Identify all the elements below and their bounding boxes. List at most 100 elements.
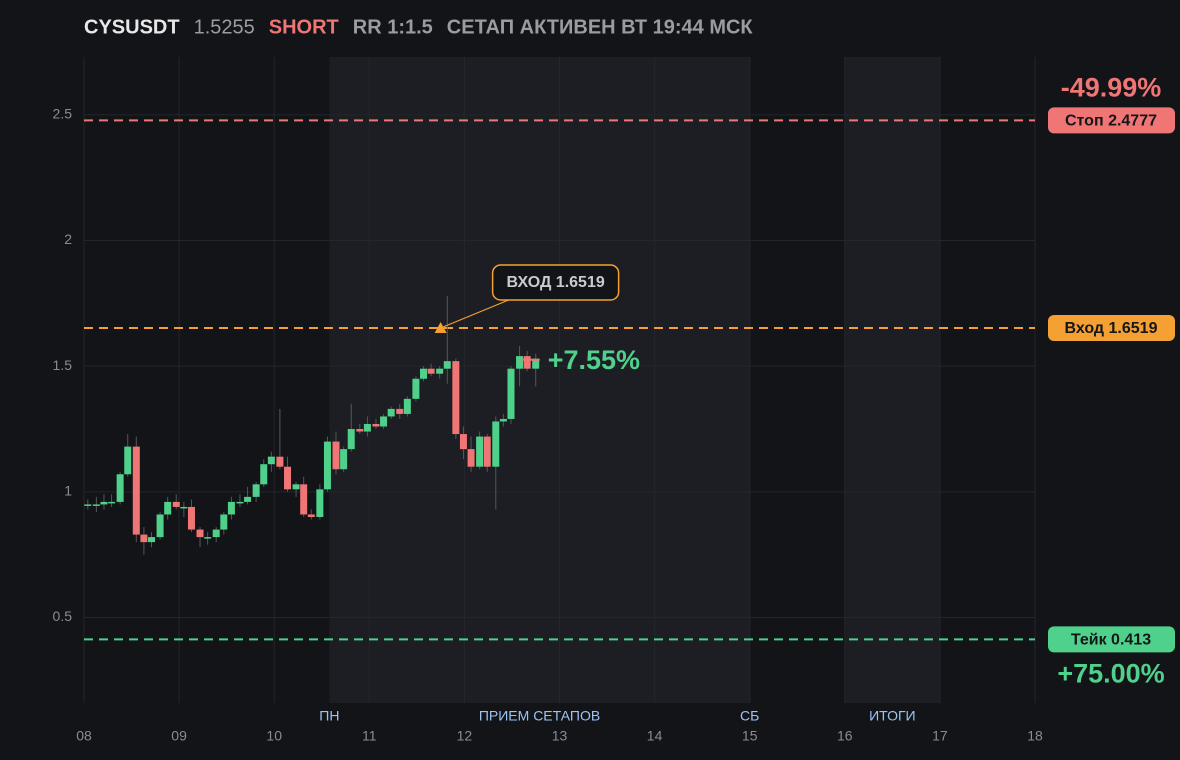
candle-body — [532, 358, 540, 369]
y-tick-label: 2 — [64, 231, 72, 247]
candle-body — [347, 429, 355, 450]
x-tick-label: 12 — [457, 728, 473, 744]
candle-body — [84, 504, 92, 506]
candle-body — [252, 484, 260, 497]
level-pill — [1048, 314, 1175, 341]
y-tick-label: 0.5 — [53, 608, 73, 624]
candle-body — [443, 361, 451, 369]
candle-body — [427, 368, 435, 374]
x-tick-label: 14 — [647, 728, 663, 744]
x-tick-label: 18 — [1027, 728, 1043, 744]
session-band — [329, 57, 750, 703]
candle-body — [187, 506, 195, 530]
marks-layer — [84, 119, 1035, 641]
candle-body — [483, 436, 491, 467]
session-label: ИТОГИ — [869, 708, 916, 724]
x-tick-label: 17 — [932, 728, 948, 744]
candle-body — [300, 484, 308, 515]
candle-body — [372, 423, 380, 427]
candle-body — [363, 423, 371, 432]
candle-body — [276, 456, 284, 467]
session-label: ПРИЕМ СЕТАПОВ — [479, 708, 600, 724]
candle-body — [507, 368, 515, 419]
y-tick-label: 1 — [64, 483, 72, 499]
x-tick-label: 11 — [362, 728, 377, 744]
candle-body — [116, 474, 124, 502]
candle-body — [180, 506, 188, 509]
candle-body — [140, 534, 148, 543]
candle-body — [523, 356, 531, 369]
x-tick-label: 13 — [552, 728, 568, 744]
candle-body — [316, 489, 324, 517]
candle-body — [100, 501, 108, 505]
setup-status: СЕТАП АКТИВЕН ВТ 19:44 МСК — [447, 16, 754, 38]
candle-body — [196, 529, 204, 538]
candle-body — [396, 408, 404, 414]
y-tick-label: 1.5 — [53, 357, 73, 373]
sessions-layer — [329, 57, 940, 703]
price: 1.5255 — [194, 16, 255, 38]
entry-callout-leader — [440, 299, 509, 329]
candle-body — [436, 368, 444, 374]
candle-body — [499, 418, 507, 422]
candle-body — [172, 501, 180, 507]
x-tick-label: 08 — [76, 728, 92, 744]
candle-body — [467, 449, 475, 467]
level-label: Стоп 2.4777 — [1065, 113, 1157, 130]
candle-body — [292, 484, 300, 490]
level-change: +75.00% — [1057, 659, 1164, 689]
candle-body — [412, 378, 420, 399]
candle-body — [403, 398, 411, 414]
candle-body — [284, 466, 292, 490]
candle-body — [516, 356, 524, 369]
candle-body — [244, 496, 252, 502]
level-pill — [1048, 626, 1175, 653]
candle-body — [260, 464, 268, 485]
candle-body — [340, 449, 348, 470]
candle-body — [323, 441, 331, 490]
candle-body — [452, 361, 460, 435]
candle-body — [164, 501, 172, 515]
candle-body — [92, 504, 100, 506]
entry-callout-box — [491, 264, 620, 301]
candle-body — [476, 436, 484, 467]
candle-body — [108, 501, 116, 504]
candle-body — [220, 514, 228, 530]
y-tick-label: 2.5 — [53, 106, 73, 122]
candle-body — [148, 537, 156, 543]
candle-body — [267, 456, 275, 465]
candle-body — [492, 421, 500, 467]
x-tick-label: 16 — [837, 728, 853, 744]
day-marker-label: СБ — [740, 708, 759, 724]
candle-body — [459, 434, 467, 450]
candle-body — [236, 501, 244, 504]
x-tick-label: 10 — [266, 728, 282, 744]
current-change: +7.55% — [548, 345, 640, 375]
candle-body — [204, 537, 212, 539]
x-tick-label: 09 — [171, 728, 187, 744]
candle-body — [356, 429, 364, 432]
level-change: -49.99% — [1061, 73, 1162, 103]
side: SHORT — [269, 16, 339, 38]
level-label: Вход 1.6519 — [1065, 320, 1158, 337]
candle-body — [124, 446, 132, 475]
candle-body — [156, 514, 164, 538]
level-pill — [1048, 107, 1175, 134]
risk-reward: RR 1:1.5 — [353, 16, 433, 38]
candle-body — [307, 514, 315, 517]
candle-body — [332, 441, 340, 470]
x-tick-label: 15 — [742, 728, 758, 744]
day-marker-label: ПН — [319, 708, 339, 724]
candle-body — [132, 446, 140, 535]
candle-body — [227, 501, 235, 515]
candle-body — [387, 408, 395, 417]
candle-body — [420, 368, 428, 379]
symbol: CYSUSDT — [84, 16, 180, 38]
candle-body — [380, 416, 388, 427]
candle-body — [212, 529, 220, 538]
level-label: Тейк 0.413 — [1071, 632, 1151, 649]
entry-callout-label: ВХОД 1.6519 — [507, 274, 605, 291]
